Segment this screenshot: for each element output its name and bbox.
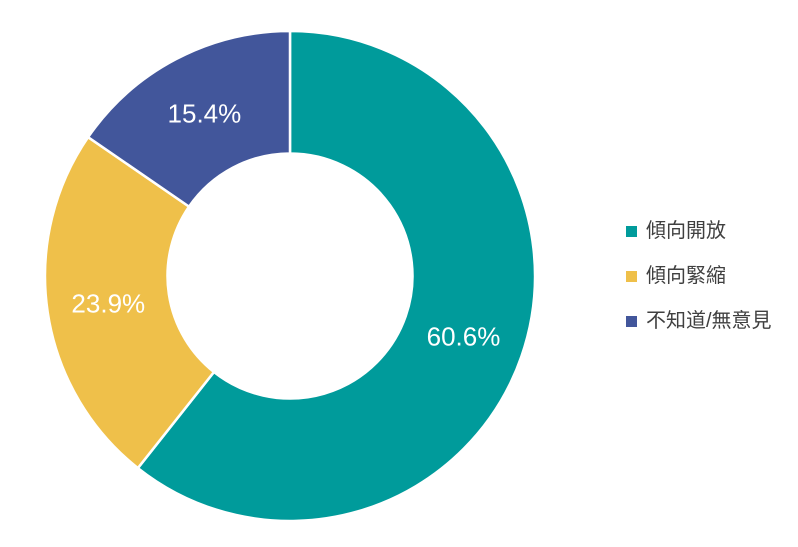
legend-label: 傾向開放 — [646, 220, 726, 242]
legend-label: 傾向緊縮 — [646, 265, 726, 287]
legend-item-open: 傾向開放 — [626, 219, 772, 243]
slice-data-label-2: 15.4% — [168, 98, 242, 128]
legend-item-no-opinion: 不知道/無意見 — [626, 309, 772, 333]
legend-swatch — [626, 270, 637, 282]
legend-label: 不知道/無意見 — [646, 310, 772, 332]
legend-swatch — [626, 225, 637, 237]
legend-item-tighten: 傾向緊縮 — [626, 264, 772, 288]
legend-swatch — [626, 315, 637, 327]
chart-legend: 傾向開放 傾向緊縮 不知道/無意見 — [626, 219, 772, 333]
donut-slice-1 — [43, 135, 216, 470]
slice-data-label-0: 60.6% — [427, 321, 501, 351]
donut-slice-0 — [136, 29, 537, 523]
donut-slice-2 — [86, 29, 292, 209]
slice-data-label-1: 23.9% — [71, 288, 145, 318]
